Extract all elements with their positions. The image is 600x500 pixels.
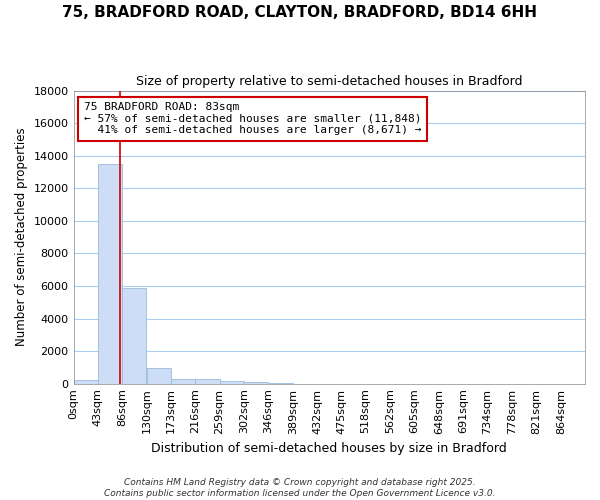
Bar <box>220 381 244 384</box>
Y-axis label: Number of semi-detached properties: Number of semi-detached properties <box>15 128 28 346</box>
Text: 75 BRADFORD ROAD: 83sqm
← 57% of semi-detached houses are smaller (11,848)
  41%: 75 BRADFORD ROAD: 83sqm ← 57% of semi-de… <box>84 102 421 136</box>
Bar <box>74 380 98 384</box>
Text: 75, BRADFORD ROAD, CLAYTON, BRADFORD, BD14 6HH: 75, BRADFORD ROAD, CLAYTON, BRADFORD, BD… <box>62 5 538 20</box>
Text: Contains HM Land Registry data © Crown copyright and database right 2025.
Contai: Contains HM Land Registry data © Crown c… <box>104 478 496 498</box>
Bar <box>171 379 196 384</box>
Bar <box>122 288 146 384</box>
X-axis label: Distribution of semi-detached houses by size in Bradford: Distribution of semi-detached houses by … <box>151 442 507 455</box>
Title: Size of property relative to semi-detached houses in Bradford: Size of property relative to semi-detach… <box>136 75 523 88</box>
Bar <box>98 164 122 384</box>
Bar <box>147 368 171 384</box>
Bar <box>196 379 220 384</box>
Bar <box>244 382 268 384</box>
